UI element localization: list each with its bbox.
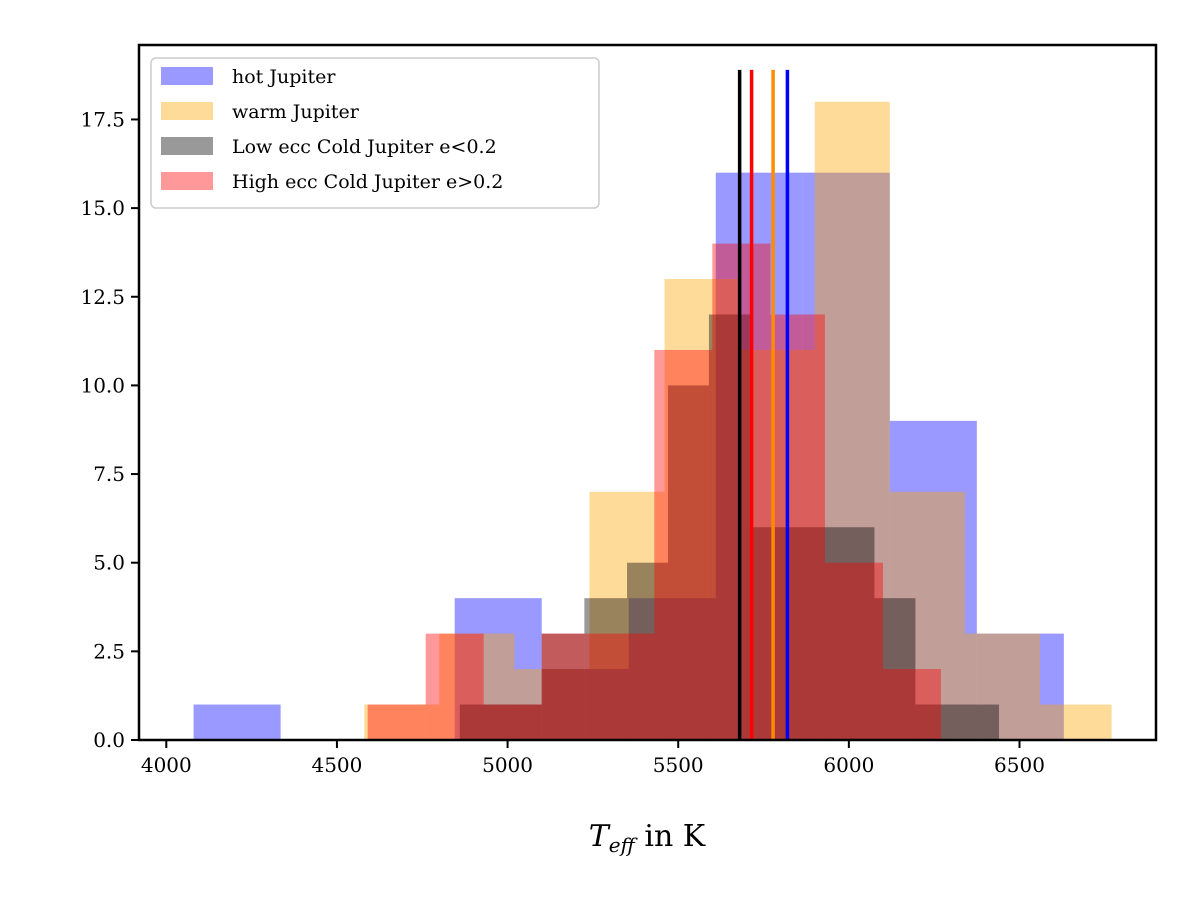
x-tick-label-6000: 6000 — [823, 753, 874, 777]
bar-low-ecc-cold-jupiter-e-0-2-8 — [790, 527, 834, 740]
bar-warm-jupiter-1 — [439, 633, 515, 740]
bar-high-ecc-cold-jupiter-e-0-2-1 — [425, 633, 484, 740]
legend: hot Jupiter warm Jupiter Low ecc Cold Jupi… — [150, 57, 600, 209]
bar-hot-jupiter-0 — [193, 704, 281, 740]
bar-low-ecc-cold-jupiter-e-0-2-0 — [459, 704, 500, 740]
y-tick-label-0.0: 0.0 — [93, 728, 125, 752]
bar-low-ecc-cold-jupiter-e-0-2-3 — [584, 598, 628, 740]
x-tick-label-4500: 4500 — [311, 753, 362, 777]
y-tick-label-10.0: 10.0 — [80, 373, 125, 397]
legend-frame — [150, 57, 600, 209]
y-axis-ticks: 0.0 2.5 5.0 7.5 10.0 12.5 15.0 17.5 — [80, 107, 139, 752]
x-axis-label: Teff in K — [589, 819, 706, 857]
bar-hot-jupiter-9 — [976, 633, 1064, 740]
bar-low-ecc-cold-jupiter-e-0-2-4 — [627, 562, 668, 740]
x-tick-label-5500: 5500 — [653, 753, 704, 777]
bar-low-ecc-cold-jupiter-e-0-2-6 — [708, 314, 750, 740]
bar-low-ecc-cold-jupiter-e-0-2-5 — [667, 385, 709, 740]
x-axis-label-subscript: eff — [609, 833, 639, 857]
bar-warm-jupiter-7 — [889, 491, 965, 740]
bar-hot-jupiter-8 — [889, 420, 977, 740]
histogram-bars — [193, 101, 1112, 741]
bar-hot-jupiter-3 — [454, 598, 542, 740]
x-tick-label-5000: 5000 — [482, 753, 533, 777]
bar-low-ecc-cold-jupiter-e-0-2-2 — [541, 633, 585, 740]
bar-high-ecc-cold-jupiter-e-0-2-0 — [367, 704, 426, 740]
x-tick-label-6500: 6500 — [994, 753, 1045, 777]
bar-hot-jupiter-5 — [628, 598, 716, 740]
mean-lines — [737, 69, 790, 740]
bar-low-ecc-cold-jupiter-e-0-2-12 — [958, 704, 1000, 740]
y-tick-label-17.5: 17.5 — [80, 107, 125, 131]
bar-hot-jupiter-4 — [541, 669, 629, 740]
legend-swatch-warm-jupiter — [161, 102, 213, 120]
bar-high-ecc-cold-jupiter-e-0-2-7 — [770, 314, 825, 740]
y-tick-label-7.5: 7.5 — [93, 462, 125, 486]
legend-label-high-ecc-cold-jupiter-e-0-2: High ecc Cold Jupiter e>0.2 — [232, 171, 503, 193]
x-axis-label-suffix: in K — [635, 819, 706, 854]
bar-high-ecc-cold-jupiter-e-0-2-9 — [882, 669, 941, 740]
bar-low-ecc-cold-jupiter-e-0-2-9 — [833, 527, 875, 740]
bar-low-ecc-cold-jupiter-e-0-2-7 — [749, 527, 791, 740]
y-tick-label-12.5: 12.5 — [80, 285, 125, 309]
bar-warm-jupiter-6 — [814, 101, 890, 741]
bar-warm-jupiter-3 — [589, 491, 665, 740]
bar-low-ecc-cold-jupiter-e-0-2-10 — [874, 598, 916, 740]
x-axis-label-symbol: T — [589, 819, 611, 854]
bar-high-ecc-cold-jupiter-e-0-2-5 — [654, 349, 713, 740]
legend-swatch-high-ecc-cold-jupiter-e-0-2 — [161, 172, 213, 190]
bar-high-ecc-cold-jupiter-e-0-2-8 — [824, 562, 883, 740]
bar-warm-jupiter-0 — [364, 704, 440, 740]
bar-warm-jupiter-8 — [964, 633, 1040, 740]
legend-swatch-low-ecc-cold-jupiter-e-0-2 — [161, 137, 213, 155]
bar-high-ecc-cold-jupiter-e-0-2-3 — [541, 633, 597, 740]
legend-label-warm-jupiter: warm Jupiter — [232, 101, 360, 123]
bar-warm-jupiter-4 — [664, 279, 740, 740]
bar-low-ecc-cold-jupiter-e-0-2-1 — [499, 704, 542, 740]
bar-high-ecc-cold-jupiter-e-0-2-2 — [483, 704, 542, 740]
y-tick-label-5.0: 5.0 — [93, 551, 125, 575]
x-tick-label-4000: 4000 — [141, 753, 192, 777]
y-tick-label-2.5: 2.5 — [93, 639, 125, 663]
legend-label-hot-jupiter: hot Jupiter — [232, 66, 336, 88]
bar-warm-jupiter-2 — [514, 669, 590, 740]
legend-label-low-ecc-cold-jupiter-e-0-2: Low ecc Cold Jupiter e<0.2 — [232, 136, 497, 158]
bar-high-ecc-cold-jupiter-e-0-2-4 — [596, 633, 655, 740]
bar-warm-jupiter-9 — [1039, 704, 1112, 740]
legend-swatch-hot-jupiter — [161, 67, 213, 85]
plot-frame — [137, 43, 1158, 742]
bar-low-ecc-cold-jupiter-e-0-2-11 — [915, 704, 959, 740]
x-axis-ticks: 4000 4500 5000 5500 6000 6500 — [141, 740, 1045, 777]
bar-hot-jupiter-7 — [802, 172, 890, 740]
y-tick-label-15.0: 15.0 — [80, 196, 125, 220]
